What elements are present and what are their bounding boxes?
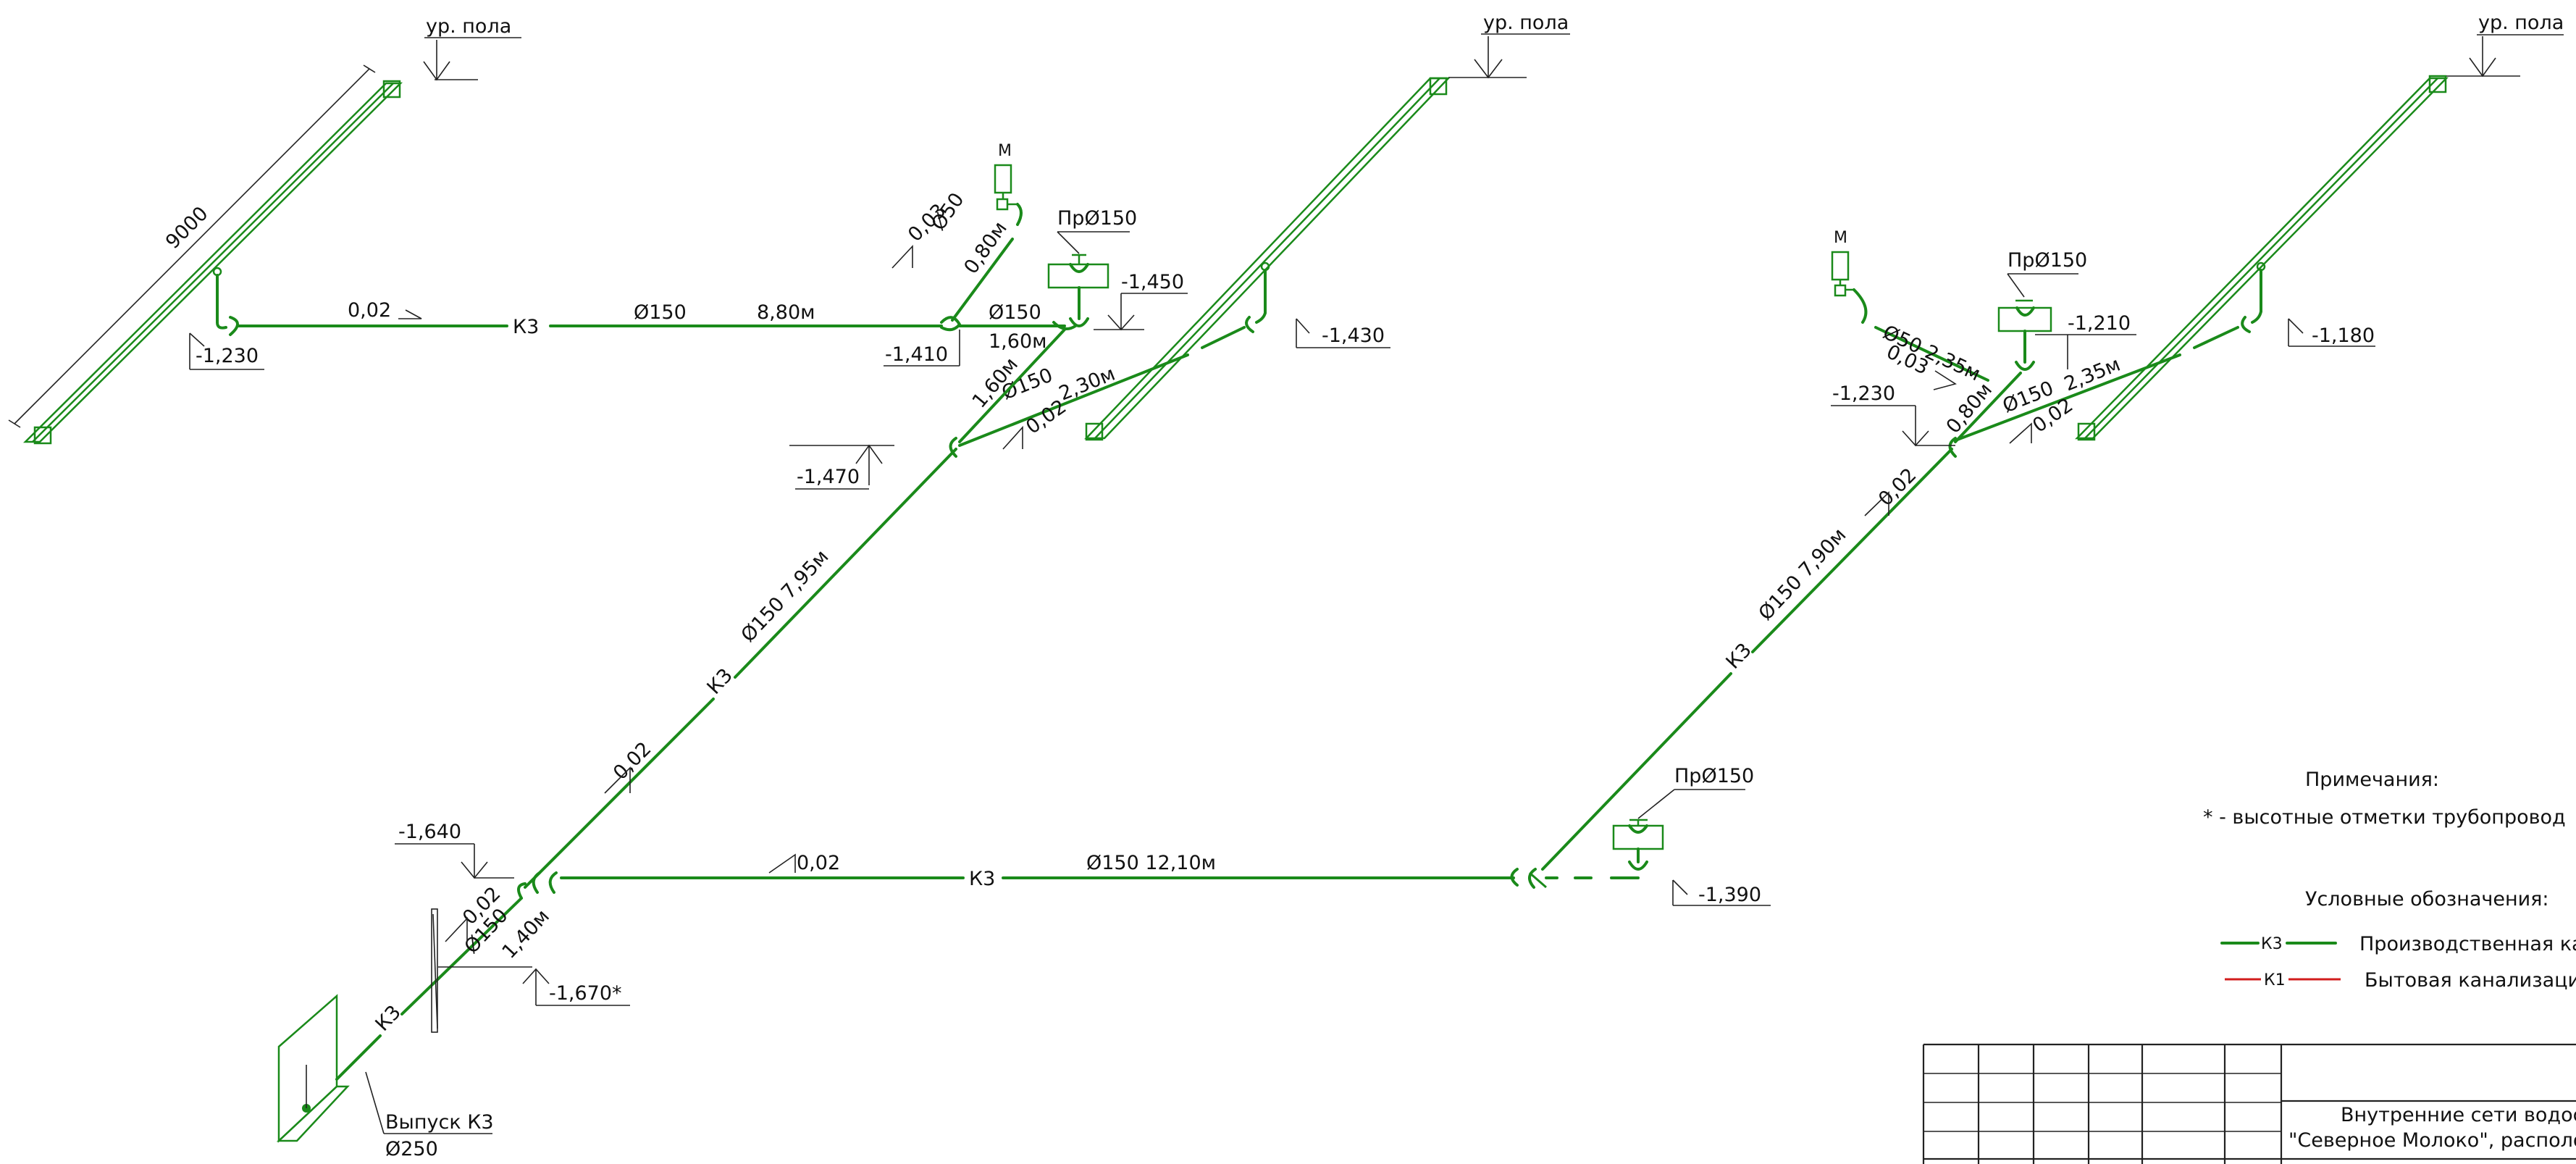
legend-block: Условные обозначения: К3 Производственна… xyxy=(2220,888,2576,992)
notes-block: Примечания: * - высотные отметки трубопр… xyxy=(2203,769,2566,829)
branch-left-1230: К3 -1,230 0,02 Ø150 8,80м xyxy=(189,267,943,370)
outlet-pipe: К3 Ø150 1,40м 0,02 -1,670* xyxy=(335,883,630,1081)
left-scheme: ур. пола 9000 К3 -1,230 0,02 xyxy=(8,12,1570,1160)
floor-drain-3: ПрØ150 -1,390 xyxy=(1612,765,1771,906)
floor-level-label: ур. пола xyxy=(426,15,511,38)
wall-segment-3 xyxy=(2075,75,2449,441)
pipe-code-k3: К3 xyxy=(969,868,995,890)
drain-label: ПрØ150 xyxy=(2007,249,2087,272)
elevation-label: -1,640 xyxy=(398,821,461,843)
diameter-length-label: Ø150 7,90м xyxy=(1754,524,1850,625)
diameter-length-label: Ø150 7,95м xyxy=(737,545,833,647)
diagonal-pipe-right: К3 Ø150 7,90м 0,02 xyxy=(1510,448,1953,889)
elevation-label: -1,410 xyxy=(885,343,948,366)
legend-label: Производственная ка xyxy=(2359,933,2576,955)
slope-label: 0,02 xyxy=(348,299,391,322)
outlet-title: Выпуск К3 xyxy=(385,1111,494,1134)
wall-dimension: 9000 xyxy=(161,202,213,254)
outlet-well: Выпуск К3 Ø250 xyxy=(276,994,494,1160)
motor-label: М xyxy=(1834,229,1847,247)
pump-motor-2: М Ø50 2,35м 0,03 xyxy=(1831,229,1989,390)
elevation-label: -1,230 xyxy=(1832,382,1895,405)
wall-segment-2 xyxy=(1084,77,1451,441)
outlet-diameter: Ø250 xyxy=(385,1138,438,1160)
elevation-label: -1,430 xyxy=(1322,325,1385,347)
floor-level-marker-2: ур. пола xyxy=(1448,12,1570,79)
drain-label: ПрØ150 xyxy=(1057,207,1137,230)
elevation-label: -1,210 xyxy=(2068,312,2131,335)
branch-right-1180: -1,180 Ø150 2,35м 0,02 xyxy=(1954,261,2375,444)
title-line: Внутренние сети водос xyxy=(2341,1104,2576,1126)
floor-level-label: ур. пола xyxy=(1483,12,1569,34)
notes-title: Примечания: xyxy=(2305,769,2439,791)
floor-level-marker-1: ур. пола xyxy=(423,15,521,81)
legend-title: Условные обозначения: xyxy=(2305,888,2549,910)
pipe-code-k3: К3 xyxy=(702,664,737,699)
motor-label: М xyxy=(998,142,1012,160)
floor-level-marker-3: ур. пола xyxy=(2446,12,2564,78)
drain-connection-2: 0,80м -1,230 xyxy=(1831,372,2022,458)
slope-label: 0,02 xyxy=(609,738,655,784)
elevation-label: -1,390 xyxy=(1698,884,1761,906)
title-block: Внутренние сети водос "Северное Молоко",… xyxy=(1922,1043,2576,1164)
elevation-label: -1,180 xyxy=(2312,325,2375,347)
floor-drain-2: ПрØ150 -1,210 xyxy=(1997,249,2136,371)
pipe-code-k3: К3 xyxy=(1721,639,1755,674)
diameter-label: Ø150 xyxy=(989,301,1041,324)
diagonal-pipe-main: К3 Ø150 7,95м 0,02 xyxy=(524,448,957,889)
elevation-label: -1,670* xyxy=(549,982,622,1005)
length-label: 1,60м xyxy=(989,330,1047,353)
length-label: 8,80м xyxy=(757,301,815,324)
wall-segment-1: 9000 xyxy=(8,64,403,445)
elevation-label: -1,450 xyxy=(1121,271,1184,293)
pump-motor-1: М Ø50 0,80м 0,03 xyxy=(891,142,1023,322)
pipe-code-k3: К3 xyxy=(371,1001,405,1036)
length-label: 2,30м xyxy=(1056,363,1118,406)
elevation-marker-1450: -1,450 xyxy=(1094,271,1188,331)
length-label: 0,80м xyxy=(960,217,1012,278)
title-line: "Северное Молоко", располо xyxy=(2288,1129,2576,1152)
legend-code: К1 xyxy=(2264,971,2286,989)
elevation-label: -1,470 xyxy=(797,466,860,488)
floor-level-label: ур. пола xyxy=(2478,12,2564,34)
fitting-node-1: -1,410 Ø150 1,60м xyxy=(884,301,1066,367)
notes-line: * - высотные отметки трубопровод xyxy=(2203,806,2566,829)
fitting-node-2: К3 0,02 Ø150 12,10м -1,640 xyxy=(395,821,1515,900)
legend-label: Бытовая канализаци xyxy=(2365,969,2576,992)
slope-label: 0,02 xyxy=(797,852,840,874)
drain-label: ПрØ150 xyxy=(1674,765,1754,787)
legend-code: К3 xyxy=(2261,935,2283,953)
elevation-label: -1,230 xyxy=(196,345,259,367)
diameter-label: Ø150 xyxy=(634,301,687,324)
floor-drain-1: ПрØ150 xyxy=(1047,207,1137,330)
pipe-code-k3: К3 xyxy=(513,316,539,338)
diameter-length-label: Ø150 12,10м xyxy=(1086,852,1216,874)
